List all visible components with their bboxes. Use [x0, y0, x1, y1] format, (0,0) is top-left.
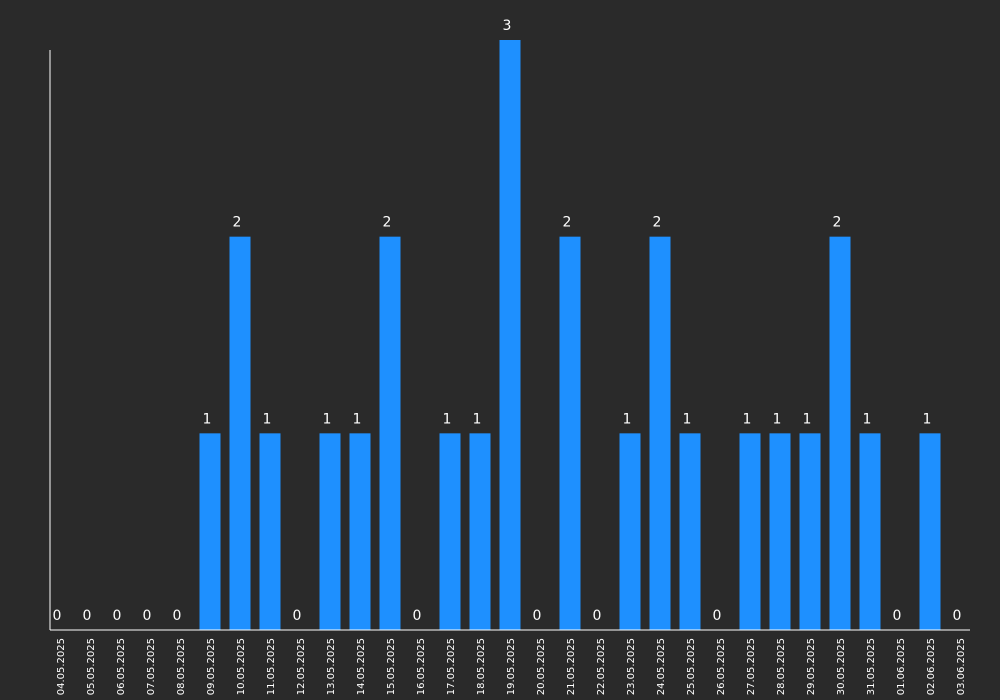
bar-18.05.2025: [469, 433, 491, 630]
value-label-28.05.2025: 1: [773, 411, 782, 427]
bar-10.05.2025: [229, 236, 251, 630]
x-tick-label-29.05.2025: 29.05.2025: [806, 638, 817, 695]
value-labels-layer: 0 0 0 0 0 1 2 1 0 1 1 2 0 1 1 3 0 2 0 1 2 1 0 1 1 1 2 1 0 1 0: [53, 18, 962, 624]
bar-09.05.2025: [199, 433, 221, 630]
value-label-22.05.2025: 0: [593, 608, 602, 624]
bars-layer: [199, 40, 941, 630]
x-tick-label-21.05.2025: 21.05.2025: [566, 638, 577, 695]
x-tick-label-20.05.2025: 20.05.2025: [536, 638, 547, 695]
value-label-11.05.2025: 1: [263, 411, 272, 427]
x-tick-label-14.05.2025: 14.05.2025: [356, 638, 367, 695]
x-tick-label-17.05.2025: 17.05.2025: [446, 638, 457, 695]
bar-29.05.2025: [799, 433, 821, 630]
bar-17.05.2025: [439, 433, 461, 630]
value-label-18.05.2025: 1: [473, 411, 482, 427]
bar-27.05.2025: [739, 433, 761, 630]
value-label-16.05.2025: 0: [413, 608, 422, 624]
value-label-29.05.2025: 1: [803, 411, 812, 427]
bar-11.05.2025: [259, 433, 281, 630]
x-tick-label-01.06.2025: 01.06.2025: [896, 638, 907, 695]
x-tick-label-07.05.2025: 07.05.2025: [146, 638, 157, 695]
x-tick-label-05.05.2025: 05.05.2025: [86, 638, 97, 695]
value-label-07.05.2025: 0: [143, 608, 152, 624]
bar-13.05.2025: [319, 433, 341, 630]
bar-28.05.2025: [769, 433, 791, 630]
x-tick-label-15.05.2025: 15.05.2025: [386, 638, 397, 695]
bar-19.05.2025: [499, 40, 521, 630]
value-label-08.05.2025: 0: [173, 608, 182, 624]
x-tick-label-25.05.2025: 25.05.2025: [686, 638, 697, 695]
x-tick-labels-layer: 04.05.2025 05.05.2025 06.05.2025 07.05.2025…: [56, 638, 967, 695]
x-tick-label-10.05.2025: 10.05.2025: [236, 638, 247, 695]
x-tick-label-24.05.2025: 24.05.2025: [656, 638, 667, 695]
x-tick-label-27.05.2025: 27.05.2025: [746, 638, 757, 695]
bar-23.05.2025: [619, 433, 641, 630]
value-label-12.05.2025: 0: [293, 608, 302, 624]
value-label-21.05.2025: 2: [563, 215, 572, 231]
x-tick-label-23.05.2025: 23.05.2025: [626, 638, 637, 695]
value-label-26.05.2025: 0: [713, 608, 722, 624]
x-tick-label-03.06.2025: 03.06.2025: [956, 638, 967, 695]
x-tick-label-13.05.2025: 13.05.2025: [326, 638, 337, 695]
value-label-20.05.2025: 0: [533, 608, 542, 624]
x-tick-label-11.05.2025: 11.05.2025: [266, 638, 277, 695]
x-tick-label-04.05.2025: 04.05.2025: [56, 638, 67, 695]
x-tick-label-16.05.2025: 16.05.2025: [416, 638, 427, 695]
x-tick-label-26.05.2025: 26.05.2025: [716, 638, 727, 695]
value-label-09.05.2025: 1: [203, 411, 212, 427]
x-tick-label-22.05.2025: 22.05.2025: [596, 638, 607, 695]
value-label-01.06.2025: 0: [893, 608, 902, 624]
bar-24.05.2025: [649, 236, 671, 630]
value-label-05.05.2025: 0: [83, 608, 92, 624]
x-tick-label-08.05.2025: 08.05.2025: [176, 638, 187, 695]
bar-02.06.2025: [919, 433, 941, 630]
value-label-06.05.2025: 0: [113, 608, 122, 624]
x-tick-label-02.06.2025: 02.06.2025: [926, 638, 937, 695]
x-tick-label-19.05.2025: 19.05.2025: [506, 638, 517, 695]
x-tick-label-09.05.2025: 09.05.2025: [206, 638, 217, 695]
value-label-25.05.2025: 1: [683, 411, 692, 427]
bar-15.05.2025: [379, 236, 401, 630]
x-tick-label-28.05.2025: 28.05.2025: [776, 638, 787, 695]
value-label-31.05.2025: 1: [863, 411, 872, 427]
bar-30.05.2025: [829, 236, 851, 630]
bar-25.05.2025: [679, 433, 701, 630]
value-label-13.05.2025: 1: [323, 411, 332, 427]
x-tick-label-12.05.2025: 12.05.2025: [296, 638, 307, 695]
bar-14.05.2025: [349, 433, 371, 630]
value-label-19.05.2025: 3: [503, 18, 512, 34]
bar-31.05.2025: [859, 433, 881, 630]
x-tick-label-30.05.2025: 30.05.2025: [836, 638, 847, 695]
value-label-10.05.2025: 2: [233, 215, 242, 231]
value-label-17.05.2025: 1: [443, 411, 452, 427]
value-label-30.05.2025: 2: [833, 215, 842, 231]
x-tick-label-31.05.2025: 31.05.2025: [866, 638, 877, 695]
value-label-15.05.2025: 2: [383, 215, 392, 231]
x-tick-label-06.05.2025: 06.05.2025: [116, 638, 127, 695]
value-label-04.05.2025: 0: [53, 608, 62, 624]
value-label-23.05.2025: 1: [623, 411, 632, 427]
value-label-03.06.2025: 0: [953, 608, 962, 624]
value-label-02.06.2025: 1: [923, 411, 932, 427]
value-label-27.05.2025: 1: [743, 411, 752, 427]
value-label-24.05.2025: 2: [653, 215, 662, 231]
value-label-14.05.2025: 1: [353, 411, 362, 427]
x-tick-label-18.05.2025: 18.05.2025: [476, 638, 487, 695]
bar-21.05.2025: [559, 236, 581, 630]
